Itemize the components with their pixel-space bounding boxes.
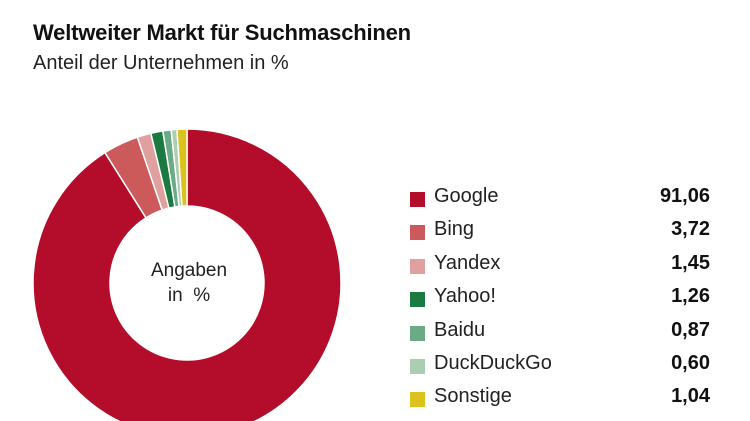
legend-label: DuckDuckGo — [434, 351, 552, 374]
chart-legend: Google 91,06 Bing 3,72 Yandex 1,45 Yahoo! 1,26 B… — [410, 184, 710, 418]
legend-label: Yahoo! — [434, 285, 496, 308]
legend-label: Yandex — [434, 251, 501, 274]
chart-subtitle: Anteil der Unternehmen in % — [33, 52, 289, 74]
legend-value: 1,45 — [671, 251, 710, 274]
legend-item-google: Google 91,06 — [410, 184, 710, 217]
legend-swatch — [410, 358, 425, 374]
legend-value: 91,06 — [659, 185, 710, 207]
legend-item-baidu: Baidu 0,87 — [410, 318, 710, 351]
legend-swatch — [410, 292, 425, 308]
legend-label: Baidu — [434, 318, 486, 341]
legend-value: 3,72 — [671, 218, 710, 241]
chart-title: Weltweiter Markt für Suchmaschinen — [33, 20, 411, 45]
legend-value: 0,60 — [671, 351, 710, 374]
legend-swatch — [410, 258, 425, 274]
legend-item-duckduckgo: DuckDuckGo 0,60 — [410, 351, 710, 384]
legend-value: 1,04 — [671, 385, 710, 408]
legend-label: Sonstige — [434, 385, 512, 408]
legend-value: 1,26 — [671, 285, 710, 308]
donut-slices — [32, 128, 342, 421]
legend-label: Bing — [434, 218, 475, 241]
donut-center-label: Angaben in % — [118, 258, 260, 308]
legend-item-bing: Bing 3,72 — [410, 217, 710, 250]
legend-label: Google — [434, 185, 499, 207]
legend-swatch — [410, 225, 425, 241]
legend-item-yahoo: Yahoo! 1,26 — [410, 284, 710, 317]
legend-value: 0,87 — [671, 318, 710, 341]
slice-sonstige — [176, 128, 188, 207]
slice-google — [32, 128, 342, 421]
legend-swatch — [410, 325, 425, 341]
legend-item-yandex: Yandex 1,45 — [410, 251, 710, 284]
center-label-line-1: Angaben — [150, 260, 228, 281]
legend-swatch — [410, 192, 425, 207]
legend-swatch — [410, 392, 425, 408]
legend-item-sonstige: Sonstige 1,04 — [410, 384, 710, 417]
center-label-line-2: in % — [167, 285, 211, 306]
